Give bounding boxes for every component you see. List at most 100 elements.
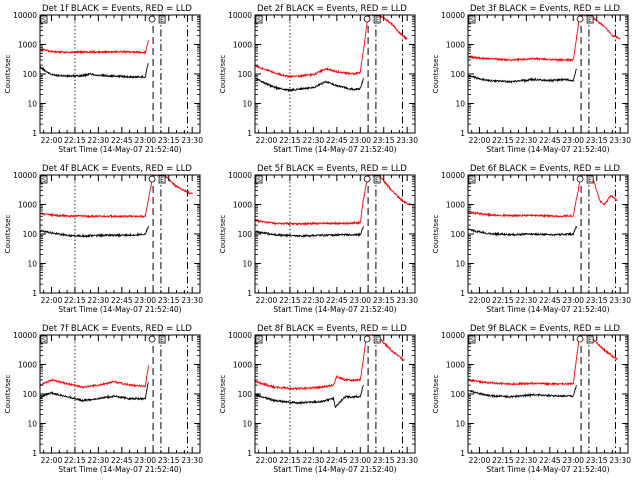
y-tick-label: 1	[247, 449, 252, 458]
x-tick-label: 22:15	[492, 296, 514, 305]
events-series-line	[255, 77, 364, 93]
marker-circle	[576, 15, 584, 23]
plot-frame	[39, 334, 201, 454]
y-tick-label: 1000	[18, 201, 37, 210]
y-axis-label: Counts/sec	[4, 55, 12, 94]
lld-series-line	[468, 15, 621, 63]
y-tick-label: 1	[247, 289, 252, 298]
y-tick-label: 1000	[446, 361, 465, 370]
panel-title: Det 2f BLACK = Events, RED = LLD	[257, 4, 407, 14]
y-tick-label: 100	[238, 70, 253, 79]
start-marker-label: S	[257, 176, 261, 184]
y-tick-label: 10	[455, 100, 465, 109]
y-axis-label: Counts/sec	[4, 215, 12, 254]
x-axis-label: Start Time (14-May-07 21:52:40)	[58, 465, 181, 474]
x-tick-label: 22:15	[64, 296, 86, 305]
x-tick-label: 22:00	[41, 296, 63, 305]
x-tick-label: 22:30	[516, 296, 538, 305]
x-tick-label: 23:30	[396, 456, 418, 465]
x-axis-label: Start Time (14-May-07 21:52:40)	[486, 465, 609, 474]
x-axis-label: Start Time (14-May-07 21:52:40)	[273, 465, 396, 474]
end-marker-box	[373, 15, 381, 24]
y-tick-label: 10000	[13, 331, 37, 340]
y-tick-label: 1	[32, 129, 37, 138]
marker-circle	[576, 175, 584, 183]
start-marker-box	[255, 15, 263, 24]
y-axis-label: Counts/sec	[4, 375, 12, 414]
start-marker-box	[40, 335, 48, 344]
end-marker-label: E	[160, 336, 164, 344]
y-tick-label: 10	[242, 100, 252, 109]
end-marker-box	[373, 335, 381, 344]
events-series-line	[255, 385, 364, 409]
y-tick-label: 10	[27, 260, 37, 269]
x-tick-label: 23:30	[609, 136, 631, 145]
marker-circle	[363, 175, 371, 183]
y-axis-label: Counts/sec	[219, 375, 227, 414]
y-tick-label: 10	[27, 100, 37, 109]
events-series-line	[468, 385, 577, 399]
lld-series-line	[255, 15, 408, 79]
x-tick-label: 22:45	[539, 296, 561, 305]
x-tick-label: 23:30	[181, 136, 203, 145]
panel-title: Det 1f BLACK = Events, RED = LLD	[42, 4, 192, 14]
x-axis-label: Start Time (14-May-07 21:52:40)	[273, 305, 396, 314]
panel-title: Det 9f BLACK = Events, RED = LLD	[470, 324, 620, 334]
panel-title: Det 4f BLACK = Events, RED = LLD	[42, 164, 192, 174]
start-marker-label: S	[470, 176, 474, 184]
end-marker-label: E	[160, 176, 164, 184]
detector-panel: Det 1f BLACK = Events, RED = LLD 1 10 100 10…	[4, 4, 203, 154]
panel-title: Det 8f BLACK = Events, RED = LLD	[257, 324, 407, 334]
end-marker-label: E	[588, 16, 592, 24]
x-tick-label: 22:45	[326, 136, 348, 145]
x-axis-label: Start Time (14-May-07 21:52:40)	[58, 305, 181, 314]
x-tick-label: 22:15	[492, 456, 514, 465]
y-tick-label: 100	[238, 390, 253, 399]
x-tick-label: 22:30	[303, 136, 325, 145]
start-marker-label: S	[257, 336, 261, 344]
lld-series-line	[40, 365, 149, 390]
x-tick-label: 22:15	[279, 456, 301, 465]
lld-series-line	[255, 335, 405, 391]
y-tick-label: 10000	[441, 11, 465, 20]
lld-series-line	[40, 40, 149, 55]
x-tick-label: 23:30	[396, 296, 418, 305]
lld-series-line	[468, 335, 618, 387]
events-series-line	[40, 382, 149, 403]
start-marker-label: S	[42, 16, 46, 24]
y-axis-label: Counts/sec	[432, 215, 440, 254]
plot-frame	[39, 14, 201, 134]
x-tick-label: 22:00	[256, 296, 278, 305]
y-tick-label: 1000	[446, 41, 465, 50]
y-tick-label: 10000	[228, 331, 252, 340]
x-tick-label: 23:30	[396, 136, 418, 145]
start-marker-box	[40, 15, 48, 24]
x-tick-label: 23:30	[181, 456, 203, 465]
start-marker-box	[40, 175, 48, 184]
start-marker-label: S	[42, 176, 46, 184]
lld-series-line	[40, 175, 193, 219]
start-marker-box	[255, 175, 263, 184]
x-tick-label: 22:30	[516, 456, 538, 465]
x-tick-label: 23:15	[373, 136, 395, 145]
x-tick-label: 23:15	[586, 136, 608, 145]
x-tick-label: 23:15	[158, 456, 180, 465]
x-tick-label: 22:00	[41, 136, 63, 145]
x-tick-label: 22:45	[539, 136, 561, 145]
start-marker-label: S	[470, 336, 474, 344]
end-marker-box	[586, 175, 594, 184]
x-tick-label: 22:15	[279, 296, 301, 305]
panel-title: Det 6f BLACK = Events, RED = LLD	[470, 164, 620, 174]
y-tick-label: 10000	[441, 331, 465, 340]
y-tick-label: 1	[32, 289, 37, 298]
y-tick-label: 1000	[18, 41, 37, 50]
panel-title: Det 5f BLACK = Events, RED = LLD	[257, 164, 407, 174]
x-tick-label: 23:15	[373, 456, 395, 465]
x-tick-label: 23:15	[586, 296, 608, 305]
x-tick-label: 23:00	[562, 136, 584, 145]
y-axis-label: Counts/sec	[219, 215, 227, 254]
y-axis-label: Counts/sec	[432, 375, 440, 414]
x-tick-label: 22:30	[88, 136, 110, 145]
plot-frame	[254, 334, 416, 454]
